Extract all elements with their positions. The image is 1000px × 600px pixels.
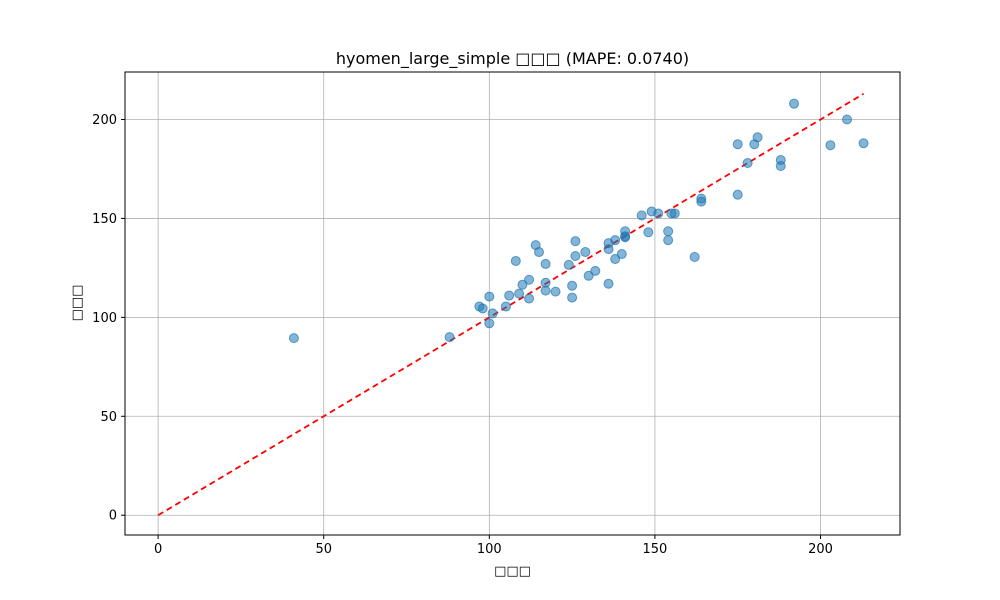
data-point [484,291,495,302]
data-point [752,132,763,143]
data-point [643,227,654,238]
data-point [500,301,511,312]
data-point [563,259,574,270]
x-tick-label: 200 [808,542,833,557]
data-point [524,274,535,285]
data-point [732,189,743,200]
data-point [444,332,455,343]
data-point [732,139,743,150]
data-points [288,98,869,344]
data-point [288,333,299,344]
x-tick-label: 0 [154,542,162,557]
x-tick-label: 50 [315,542,332,557]
grid-lines [125,72,900,535]
data-point [540,285,551,296]
data-point [583,270,594,281]
data-point [514,288,525,299]
y-tick-label: 100 [92,311,117,326]
y-tick-label: 0 [109,509,117,524]
data-point [550,286,561,297]
data-point [669,208,680,219]
y-axis-ticks: 0 50 100 150 200 [92,113,125,524]
data-point [858,138,869,149]
data-point [603,278,614,289]
data-point [570,251,581,262]
data-point [663,235,674,246]
y-tick-label: 200 [92,113,117,128]
data-point [616,249,627,260]
data-point [696,196,707,207]
chart-title: hyomen_large_simple □□□ (MAPE: 0.0740) [336,49,689,69]
data-point [484,318,495,329]
data-point [789,98,800,109]
data-point [567,292,578,303]
plot-frame [124,71,901,536]
data-point [570,236,581,247]
x-tick-label: 100 [477,542,502,557]
data-point [524,293,535,304]
data-point [663,226,674,237]
data-point [620,232,631,243]
data-point [842,114,853,125]
data-point [580,247,591,258]
y-axis-label: □□□ [70,285,85,322]
x-axis-ticks: 0 50 100 150 200 [154,535,833,557]
data-point [610,235,621,246]
data-point [477,303,488,314]
data-point [567,280,578,291]
data-point [487,308,498,319]
data-point [775,160,786,171]
x-axis-label: □□□ [494,564,531,579]
data-point [825,140,836,151]
x-tick-label: 150 [643,542,668,557]
data-point [610,253,621,264]
data-point [742,158,753,169]
data-point [636,210,647,221]
data-point [653,208,664,219]
data-point [533,247,544,258]
data-point [510,255,521,266]
data-point [590,265,601,276]
data-point [504,290,515,301]
y-tick-label: 150 [92,212,117,227]
data-point [540,258,551,269]
reference-line [157,92,865,516]
y-tick-label: 50 [100,410,117,425]
data-point [689,252,700,263]
data-point [517,279,528,290]
